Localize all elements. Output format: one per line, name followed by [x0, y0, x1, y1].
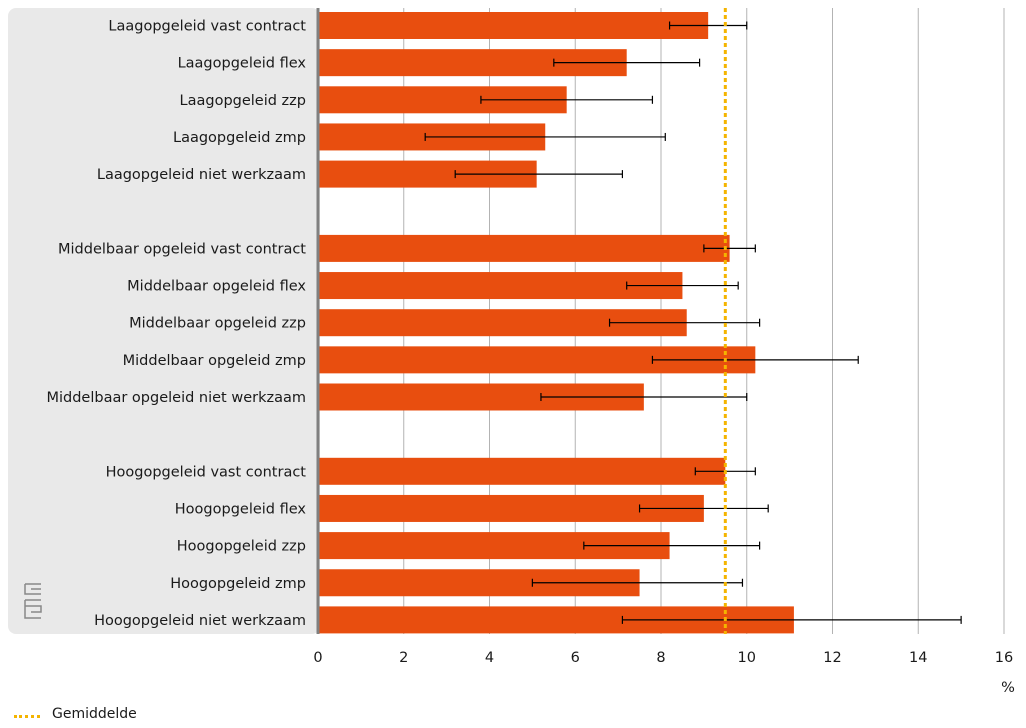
unit-label: % — [1001, 680, 1015, 696]
category-label: Middelbaar opgeleid zmp — [123, 353, 306, 369]
category-label: Hoogopgeleid vast contract — [106, 464, 307, 480]
category-label: Hoogopgeleid flex — [175, 501, 307, 517]
cbs-logo-icon — [24, 583, 42, 619]
category-label: Middelbaar opgeleid flex — [127, 279, 306, 295]
bar — [318, 272, 683, 300]
category-label: Middelbaar opgeleid vast contract — [58, 241, 306, 257]
legend-average-label: Gemiddelde — [52, 706, 137, 722]
x-tick-label: 4 — [485, 650, 494, 666]
x-tick-label: 8 — [656, 650, 665, 666]
category-labels: Laagopgeleid vast contract Laagopgeleid f… — [46, 19, 306, 629]
bar — [318, 12, 709, 39]
bar — [318, 457, 726, 485]
x-tick-labels: 0 2 4 6 8 10 12 14 16 — [313, 650, 1013, 666]
category-label: Middelbaar opgeleid zzp — [129, 316, 306, 332]
category-label: Laagopgeleid zmp — [173, 130, 306, 146]
legend-average-swatch — [14, 714, 40, 718]
category-label: Middelbaar opgeleid niet werkzaam — [46, 390, 306, 406]
category-label: Laagopgeleid niet werkzaam — [97, 167, 306, 183]
x-tick-label: 6 — [571, 650, 580, 666]
x-tick-label: 14 — [909, 650, 927, 666]
bar — [318, 234, 730, 262]
category-label: Hoogopgeleid niet werkzaam — [94, 613, 306, 629]
x-tick-label: 12 — [823, 650, 841, 666]
error-bars — [424, 21, 962, 624]
x-tick-label: 16 — [995, 650, 1013, 666]
legend: Gemiddelde — [14, 706, 137, 722]
category-label: Hoogopgeleid zzp — [177, 539, 306, 555]
category-label: Laagopgeleid vast contract — [108, 19, 306, 35]
x-tick-label: 10 — [738, 650, 756, 666]
x-tick-label: 0 — [313, 650, 322, 666]
category-panel — [8, 8, 320, 634]
category-label: Hoogopgeleid zmp — [170, 576, 306, 592]
bars — [318, 12, 794, 634]
x-tick-label: 2 — [399, 650, 408, 666]
category-label: Laagopgeleid flex — [178, 56, 307, 72]
category-label: Laagopgeleid zzp — [180, 93, 306, 109]
